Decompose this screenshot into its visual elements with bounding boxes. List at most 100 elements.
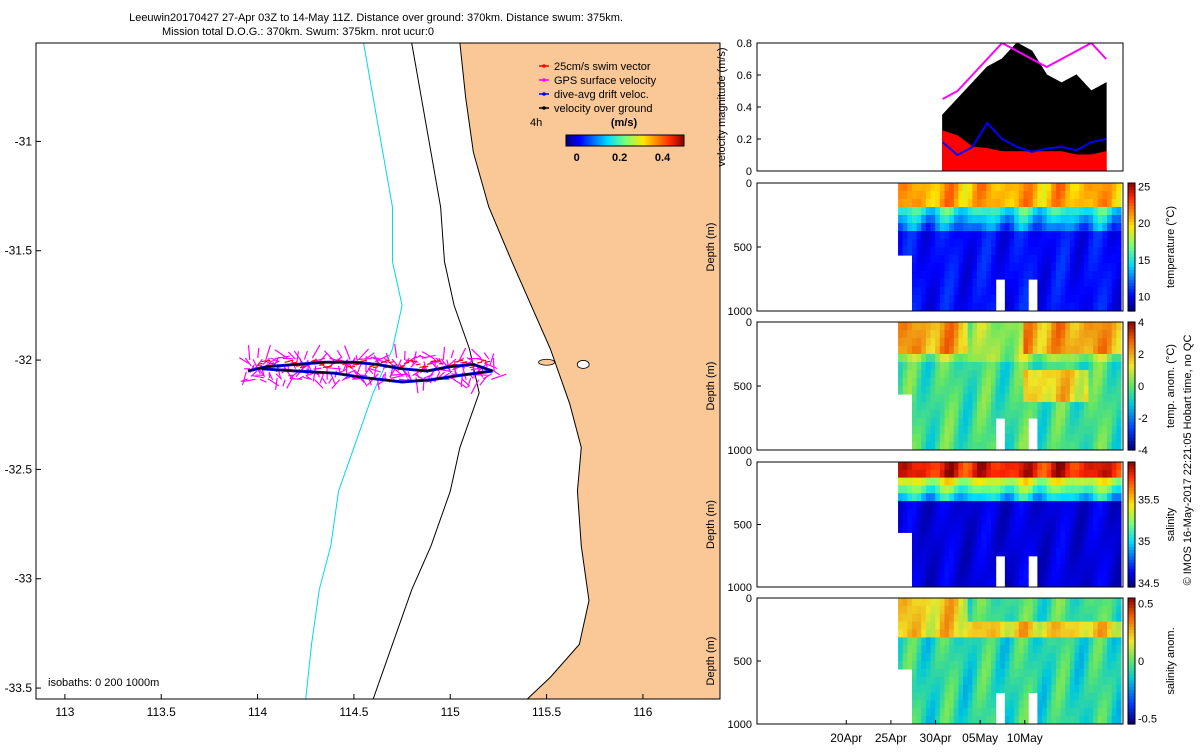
heatmap-cell	[996, 661, 1001, 669]
heatmap-cell	[954, 548, 959, 556]
heatmap-cell	[1014, 493, 1019, 501]
heatmap-cell	[1075, 330, 1080, 339]
heatmap-cell	[1042, 354, 1047, 363]
heatmap-cell	[917, 645, 922, 653]
heatmap-cell	[1093, 669, 1098, 677]
heatmap-cell	[991, 255, 996, 264]
heatmap-cell	[968, 630, 973, 638]
heatmap-cell	[1047, 362, 1052, 371]
heatmap-cell	[940, 661, 945, 669]
heatmap-cell	[972, 470, 977, 478]
gps-vector	[312, 345, 320, 358]
heatmap-cell	[996, 470, 1001, 478]
heatmap-cell	[1005, 362, 1010, 371]
heatmap-cell	[1047, 247, 1052, 256]
heatmap-cell	[1088, 493, 1093, 501]
heatmap-cell	[1070, 223, 1075, 232]
heatmap-ylabel: Depth (m)	[705, 637, 717, 686]
heatmap-cell	[944, 191, 949, 200]
heatmap-cell	[1061, 394, 1066, 403]
heatmap-cell	[1014, 394, 1019, 403]
heatmap-cell	[1079, 509, 1084, 517]
heatmap-cell	[1098, 661, 1103, 669]
heatmap-cell	[926, 470, 931, 478]
heatmap-cell	[1010, 470, 1015, 478]
colorbar-tick-label: 34.5	[1138, 578, 1159, 590]
heatmap-cell	[926, 191, 931, 200]
heatmap-cell	[1000, 239, 1005, 248]
heatmap-cell	[977, 442, 982, 451]
heatmap-cell	[944, 322, 949, 331]
heatmap-cell	[926, 255, 931, 264]
heatmap-cell	[1070, 478, 1075, 486]
heatmap-cell	[1037, 614, 1042, 622]
heatmap-cell	[986, 271, 991, 280]
heatmap-cell	[1093, 685, 1098, 693]
heatmap-cell	[917, 532, 922, 540]
heatmap-cell	[1065, 370, 1070, 379]
heatmap-cell	[1112, 645, 1117, 653]
heatmap-cell	[996, 247, 1001, 256]
heatmap-cell	[1084, 564, 1089, 572]
heatmap-cell	[1093, 548, 1098, 556]
heatmap-cell	[1023, 645, 1028, 653]
heatmap-cell	[949, 700, 954, 708]
heatmap-cell	[1019, 645, 1024, 653]
heatmap-cell	[1014, 462, 1019, 470]
heatmap-cell	[1037, 571, 1042, 579]
heatmap-cell	[1116, 410, 1121, 419]
heatmap-cell	[1107, 271, 1112, 280]
heatmap-cell	[1014, 556, 1019, 564]
heatmap-cell	[917, 661, 922, 669]
heatmap-cell	[1065, 378, 1070, 387]
heatmap-cell	[954, 614, 959, 622]
heatmap-cell	[1088, 239, 1093, 248]
heatmap-cell	[921, 677, 926, 685]
heatmap-cell	[1065, 362, 1070, 371]
heatmap-cell	[1084, 637, 1089, 645]
heatmap-cell	[958, 677, 963, 685]
heatmap-cell	[968, 183, 973, 192]
heatmap-cell	[986, 525, 991, 533]
heatmap-cell	[1056, 693, 1061, 701]
legend-marker	[542, 78, 546, 82]
heatmap-cell	[963, 540, 968, 548]
heatmap-cell	[917, 247, 922, 256]
heatmap-cell	[996, 493, 1001, 501]
gps-vector	[443, 347, 444, 360]
heatmap-cell	[1042, 470, 1047, 478]
heatmap-cell	[1019, 354, 1024, 363]
heatmap-cell	[1037, 303, 1042, 312]
swim-vector	[404, 362, 409, 363]
heatmap-cell	[940, 525, 945, 533]
heatmap-cell	[1079, 303, 1084, 312]
heatmap-cell	[954, 501, 959, 509]
heatmap-cell	[954, 478, 959, 486]
heatmap-cell	[1051, 239, 1056, 248]
heatmap-cell	[1116, 669, 1121, 677]
heatmap-cell	[986, 653, 991, 661]
heatmap-cell	[968, 295, 973, 304]
heatmap-cell	[931, 223, 936, 232]
heatmap-cell	[958, 470, 963, 478]
heatmap-cell	[986, 622, 991, 630]
heatmap-cell	[931, 287, 936, 296]
heatmap-cell	[986, 370, 991, 379]
heatmap-cell	[1047, 378, 1052, 387]
heatmap-cell	[1065, 223, 1070, 232]
heatmap-cell	[921, 606, 926, 614]
heatmap-cell	[1037, 622, 1042, 630]
heatmap-cell	[1037, 346, 1042, 355]
heatmap-cell	[1070, 239, 1075, 248]
colorbar-tick-label: 0.5	[1138, 599, 1153, 611]
heatmap-cell	[1088, 548, 1093, 556]
heatmap-cell	[958, 716, 963, 724]
heatmap-cell	[1051, 247, 1056, 256]
heatmap-cell	[1000, 614, 1005, 622]
heatmap-cell	[958, 540, 963, 548]
heatmap-cell	[1023, 338, 1028, 347]
heatmap-cell	[949, 418, 954, 427]
heatmap-cell	[1042, 303, 1047, 312]
heatmap-cell	[940, 485, 945, 493]
heatmap-cell	[1102, 215, 1107, 224]
